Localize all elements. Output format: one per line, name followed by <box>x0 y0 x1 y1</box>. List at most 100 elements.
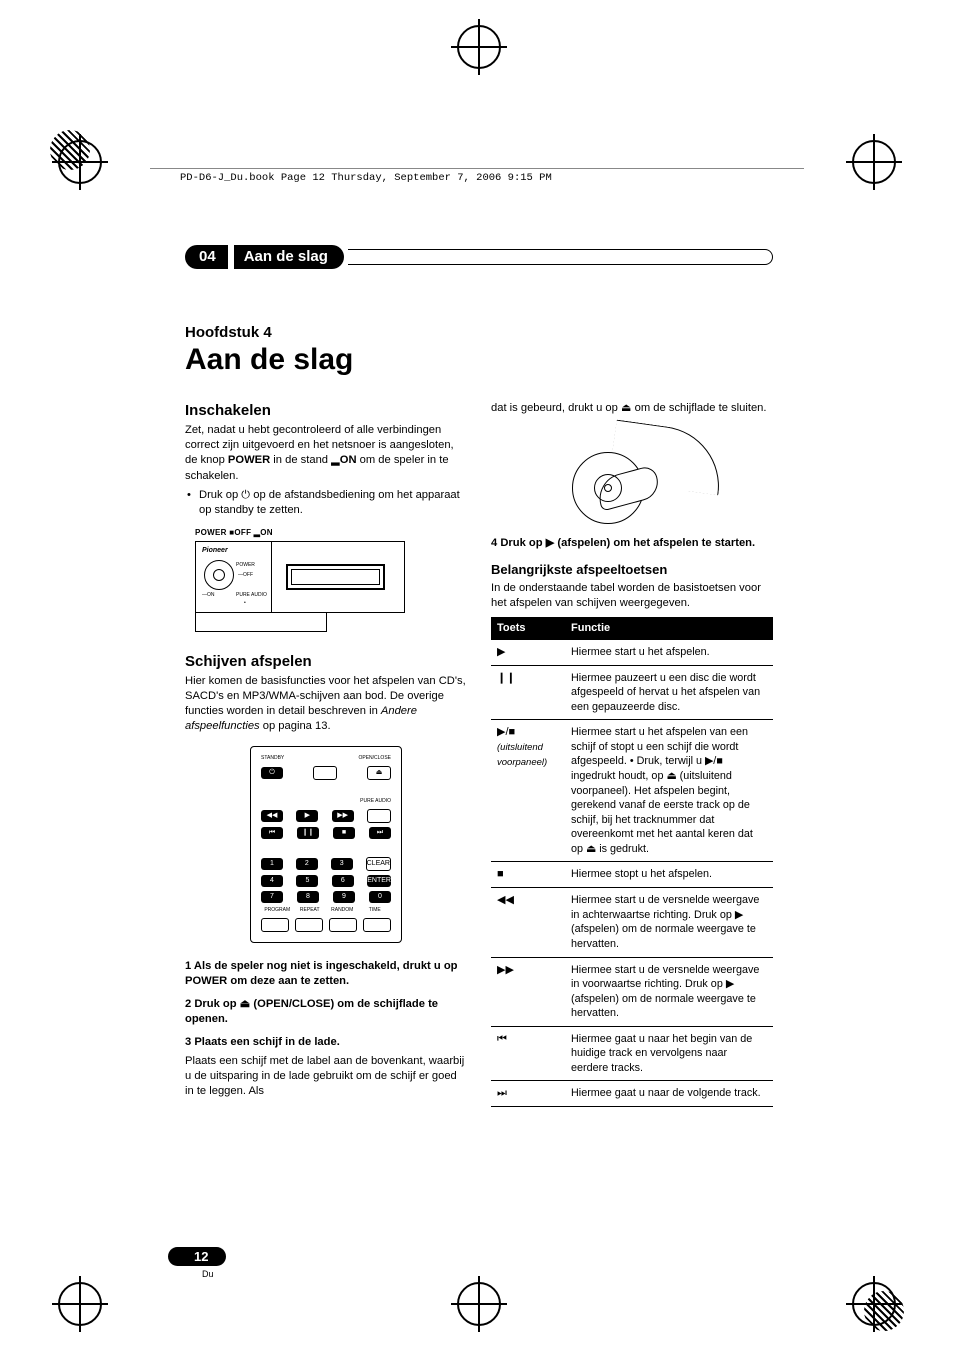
page-lang: Du <box>202 1269 214 1279</box>
txt: op pagina 13. <box>260 720 331 732</box>
key-cell: ▶ <box>491 640 565 665</box>
lbl: REPEAT <box>294 907 327 914</box>
left-column: Inschakelen Zet, nadat u hebt gecontrole… <box>185 401 467 1107</box>
rew-button-icon: ◀◀ <box>261 810 283 822</box>
chapter-heading: Hoofdstuk 4 <box>185 324 773 341</box>
num-8-icon: 8 <box>297 891 319 903</box>
key-cell: ⏮ <box>491 1026 565 1081</box>
play-button-icon: ▶ <box>296 810 318 822</box>
two-columns: Inschakelen Zet, nadat u hebt gecontrole… <box>185 401 773 1107</box>
txt: (afspelen) om het afspelen te starten. <box>554 537 755 549</box>
table-row: ◀◀Hiermee start u de versnelde weergave … <box>491 888 773 957</box>
func-cell: Hiermee start u het afspelen van een sch… <box>565 720 773 862</box>
func-cell: Hiermee start u de versnelde weergave in… <box>565 888 773 957</box>
step-2: 2 Druk op ⏏ (OPEN/CLOSE) om de schijflad… <box>185 997 467 1027</box>
crop-mark-t <box>457 25 501 69</box>
txt: 2 Druk op <box>185 998 240 1010</box>
num-7-icon: 7 <box>261 891 283 903</box>
enter-button-icon: ENTER <box>367 875 391 887</box>
chapter-title-pill: Aan de slag <box>234 245 344 269</box>
power-panel-strip <box>195 613 327 632</box>
num-0-icon: 0 <box>369 891 391 903</box>
th-toets: Toets <box>491 617 565 640</box>
crop-mark-b <box>457 1282 501 1326</box>
display-icon <box>286 564 385 590</box>
lbl: PROGRAM <box>261 907 294 914</box>
num-6-icon: 6 <box>332 875 354 887</box>
key-cell: ◀◀ <box>491 888 565 957</box>
prev-button-icon: ⏮ <box>261 827 283 839</box>
num-2-icon: 2 <box>296 858 318 870</box>
crop-mark-bl <box>58 1282 102 1326</box>
lbl: STANDBY <box>261 755 284 762</box>
func-cell: Hiermee gaat u naar het begin van de hui… <box>565 1026 773 1081</box>
repeat-button-icon <box>295 918 323 932</box>
section-schijven-title: Schijven afspelen <box>185 652 467 672</box>
table-row: ▶▶Hiermee start u de versnelde weergave … <box>491 957 773 1026</box>
running-header: PD-D6-J_Du.book Page 12 Thursday, Septem… <box>180 172 552 184</box>
lbl: OPEN/CLOSE <box>358 755 391 762</box>
txt-bold: POWER <box>228 454 270 466</box>
power-knob-icon <box>204 560 234 590</box>
func-cell: Hiermee start u het afspelen. <box>565 640 773 665</box>
blank-button-icon <box>313 766 337 780</box>
power-panel-box: Pioneer POWER —OFF —ON PURE AUDIO • <box>195 541 405 613</box>
crop-mark-br <box>852 1282 896 1326</box>
step-3: 3 Plaats een schijf in de lade. <box>185 1035 467 1050</box>
dot-icon: • <box>244 600 246 607</box>
section-inschakelen-body: Zet, nadat u hebt gecontroleerd of alle … <box>185 423 467 483</box>
lbl-on: —ON <box>202 592 215 599</box>
lbl: PURE AUDIO <box>360 798 391 805</box>
num-5-icon: 5 <box>296 875 318 887</box>
table-row: ❙❙Hiermee pauzeert u een disc die wordt … <box>491 665 773 720</box>
power-panel-label: POWER ■OFF ▂ON <box>195 528 405 539</box>
chapter-bar: 04 Aan de slag <box>185 245 773 269</box>
page: PD-D6-J_Du.book Page 12 Thursday, Septem… <box>0 0 954 1351</box>
th-functie: Functie <box>565 617 773 640</box>
time-button-icon <box>363 918 391 932</box>
standby-button-icon: ⏻ <box>261 767 283 779</box>
pureaudio-button-icon <box>367 809 391 823</box>
step-1: 1 Als de speler nog niet is ingeschakeld… <box>185 959 467 989</box>
right-column: dat is gebeurd, drukt u op ⏏ om de schij… <box>491 401 773 1107</box>
key-cell: ⏭ <box>491 1081 565 1107</box>
table-row: ⏮Hiermee gaat u naar het begin van de hu… <box>491 1026 773 1081</box>
remote-figure: STANDBY OPEN/CLOSE ⏻ ⏏ PURE AUDIO ◀◀ ▶ ▶… <box>250 746 402 942</box>
pause-button-icon: ❙❙ <box>297 827 319 839</box>
subsection-title: Belangrijkste afspeeltoetsen <box>491 561 773 579</box>
num-3-icon: 3 <box>331 858 353 870</box>
table-row: ▶Hiermee start u het afspelen. <box>491 640 773 665</box>
ff-button-icon: ▶▶ <box>332 810 354 822</box>
power-panel-figure: POWER ■OFF ▂ON Pioneer POWER —OFF —ON PU… <box>195 528 405 632</box>
standby-bullet: Druk op ⏻ op de afstandsbediening om het… <box>185 488 467 518</box>
controls-table: Toets Functie ▶Hiermee start u het afspe… <box>491 617 773 1107</box>
step-4: 4 Druk op ▶ (afspelen) om het afspelen t… <box>491 536 773 551</box>
num-9-icon: 9 <box>333 891 355 903</box>
key-cell: ▶/■(uitsluitend voorpaneel) <box>491 720 565 862</box>
txt: Hier komen de basisfuncties voor het afs… <box>185 675 466 717</box>
table-row: ▶/■(uitsluitend voorpaneel)Hiermee start… <box>491 720 773 862</box>
content-area: 04 Aan de slag Hoofdstuk 4 Aan de slag I… <box>185 245 773 1107</box>
num-4-icon: 4 <box>261 875 283 887</box>
func-cell: Hiermee start u de versnelde weergave in… <box>565 957 773 1026</box>
lbl-off: —OFF <box>238 572 253 579</box>
controls-table-body: ▶Hiermee start u het afspelen.❙❙Hiermee … <box>491 640 773 1107</box>
txt: in de stand ▂ <box>270 454 340 466</box>
crop-mark-tr <box>852 140 896 184</box>
header-rule <box>150 168 804 169</box>
txt-bold: ON <box>340 454 357 466</box>
section-schijven-body: Hier komen de basisfuncties voor het afs… <box>185 674 467 734</box>
clear-button-icon: CLEAR <box>366 857 391 871</box>
brand-text: Pioneer <box>202 546 228 555</box>
lbl-power: POWER <box>236 562 255 569</box>
lbl: RANDOM <box>326 907 359 914</box>
txt: 4 Druk op <box>491 537 546 549</box>
key-cell: ■ <box>491 862 565 888</box>
func-cell: Hiermee gaat u naar de volgende track. <box>565 1081 773 1107</box>
stop-button-icon: ■ <box>333 827 355 839</box>
lbl: TIME <box>359 907 392 914</box>
program-button-icon <box>261 918 289 932</box>
subsection-body: In de onderstaande tabel worden de basis… <box>491 581 773 611</box>
chapter-main-title: Aan de slag <box>185 343 773 377</box>
func-cell: Hiermee pauzeert u een disc die wordt af… <box>565 665 773 720</box>
